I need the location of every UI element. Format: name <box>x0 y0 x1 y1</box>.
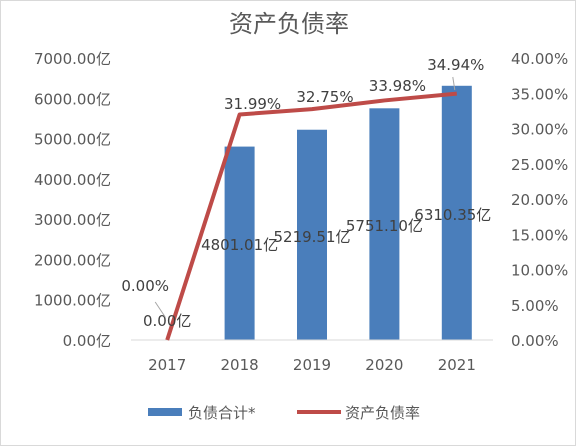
x-axis-tick-label: 2021 <box>438 356 476 374</box>
x-axis-tick-label: 2018 <box>221 356 259 374</box>
x-axis-ticks: 2017 2018 2019 2020 2021 <box>148 356 476 374</box>
right-axis-ticks: 0.00% 5.00% 10.00% 15.00% 20.00% 25.00% 30.00%… <box>511 50 568 350</box>
bar-data-label: 0.00亿 <box>143 312 191 330</box>
left-axis-tick-label: 7000.00亿 <box>34 50 111 68</box>
left-axis-ticks: 0.00亿 1000.00亿 2000.00亿 3000.00亿 4000.00亿 500… <box>34 50 111 350</box>
line-data-label: 32.75% <box>296 88 353 106</box>
right-axis-tick-label: 40.00% <box>511 50 568 68</box>
bar <box>224 146 255 340</box>
x-axis-tick-label: 2019 <box>293 356 331 374</box>
line-data-labels: 0.00% 31.99% 32.75% 33.98%34.94% <box>121 56 484 318</box>
right-axis-tick-label: 35.00% <box>511 85 568 103</box>
legend: 负债合计* 资产负债率 <box>148 404 420 422</box>
left-axis-tick-label: 0.00亿 <box>63 332 111 350</box>
right-axis-tick-label: 10.00% <box>511 262 568 280</box>
chart-title: 资产负债率 <box>229 10 349 38</box>
bar-series <box>224 85 472 340</box>
bar-data-label: 4801.01亿 <box>201 236 278 254</box>
leader-line <box>154 301 166 318</box>
bar <box>369 108 400 340</box>
bar-data-label: 6310.35亿 <box>414 206 491 224</box>
line-data-label: 33.98% <box>369 77 426 95</box>
line-series <box>165 91 457 341</box>
left-axis-tick-label: 4000.00亿 <box>34 171 111 189</box>
line-data-label: 31.99% <box>224 95 281 113</box>
left-axis-tick-label: 6000.00亿 <box>34 90 111 108</box>
bar <box>441 85 472 340</box>
left-axis-tick-label: 2000.00亿 <box>34 251 111 269</box>
right-axis-tick-label: 25.00% <box>511 156 568 174</box>
line-data-label: 34.94% <box>427 56 484 74</box>
right-axis-tick-label: 30.00% <box>511 121 568 139</box>
x-axis-tick-label: 2017 <box>148 356 186 374</box>
bar <box>297 129 327 340</box>
x-axis-tick-label: 2020 <box>365 356 403 374</box>
right-axis-tick-label: 15.00% <box>511 226 568 244</box>
leader-line <box>452 76 456 91</box>
line-data-label: 0.00% <box>121 277 169 295</box>
right-axis-tick-label: 5.00% <box>511 297 559 315</box>
right-axis-tick-label: 20.00% <box>511 191 568 209</box>
left-axis-tick-label: 1000.00亿 <box>34 292 111 310</box>
series-line <box>165 91 457 341</box>
legend-label-line: 资产负债率 <box>345 404 420 422</box>
left-axis-tick-label: 3000.00亿 <box>34 211 111 229</box>
legend-swatch-bar <box>148 408 182 416</box>
bar-data-label: 5751.10亿 <box>346 217 423 235</box>
legend-label-bar: 负债合计* <box>188 404 256 422</box>
right-axis-tick-label: 0.00% <box>511 332 559 350</box>
left-axis-tick-label: 5000.00亿 <box>34 131 111 149</box>
bar-data-label: 5219.51亿 <box>273 228 350 246</box>
